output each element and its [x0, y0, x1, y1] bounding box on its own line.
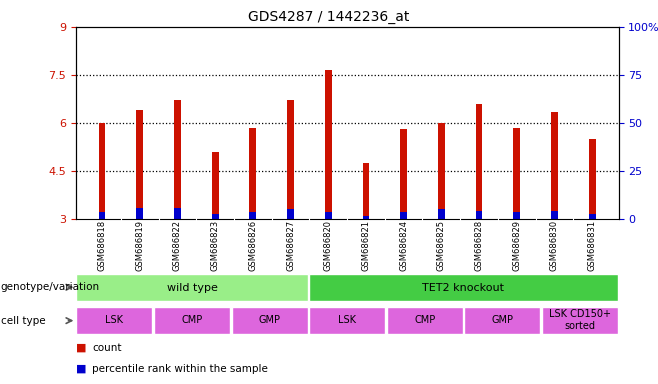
- Text: GSM686828: GSM686828: [474, 220, 484, 271]
- Text: GSM686821: GSM686821: [361, 220, 370, 271]
- Bar: [99, 212, 105, 219]
- Bar: [174, 101, 181, 219]
- Bar: [438, 209, 445, 219]
- Text: LSK CD150+
sorted: LSK CD150+ sorted: [549, 310, 611, 331]
- Bar: [212, 214, 218, 219]
- Bar: [551, 211, 558, 219]
- Text: LSK: LSK: [105, 315, 124, 325]
- Bar: [589, 214, 595, 219]
- Bar: [387, 307, 463, 334]
- Bar: [76, 307, 153, 334]
- Text: genotype/variation: genotype/variation: [1, 282, 100, 292]
- Text: GSM686824: GSM686824: [399, 220, 408, 271]
- Text: CMP: CMP: [182, 315, 203, 325]
- Text: GSM686820: GSM686820: [324, 220, 333, 271]
- Bar: [325, 212, 332, 219]
- Text: LSK: LSK: [338, 315, 356, 325]
- Bar: [513, 212, 520, 219]
- Bar: [513, 127, 520, 219]
- Bar: [287, 209, 294, 219]
- Bar: [325, 70, 332, 219]
- Text: GSM686826: GSM686826: [248, 220, 257, 271]
- Text: GSM686830: GSM686830: [550, 220, 559, 271]
- Bar: [287, 101, 294, 219]
- Bar: [249, 127, 256, 219]
- Bar: [400, 212, 407, 219]
- Bar: [212, 152, 218, 219]
- Text: GMP: GMP: [259, 315, 280, 325]
- Bar: [309, 274, 618, 301]
- Bar: [136, 110, 143, 219]
- Text: cell type: cell type: [1, 316, 45, 326]
- Bar: [232, 307, 307, 334]
- Bar: [174, 208, 181, 219]
- Text: GSM686822: GSM686822: [173, 220, 182, 271]
- Text: GSM686829: GSM686829: [512, 220, 521, 271]
- Text: wild type: wild type: [166, 283, 217, 293]
- Text: GSM686825: GSM686825: [437, 220, 446, 271]
- Bar: [136, 208, 143, 219]
- Bar: [363, 163, 369, 219]
- Text: GSM686827: GSM686827: [286, 220, 295, 271]
- Text: ■: ■: [76, 364, 86, 374]
- Bar: [154, 307, 230, 334]
- Bar: [551, 112, 558, 219]
- Bar: [363, 216, 369, 219]
- Bar: [464, 307, 540, 334]
- Text: TET2 knockout: TET2 knockout: [422, 283, 505, 293]
- Bar: [589, 139, 595, 219]
- Text: percentile rank within the sample: percentile rank within the sample: [92, 364, 268, 374]
- Bar: [249, 212, 256, 219]
- Bar: [309, 307, 385, 334]
- Text: GSM686818: GSM686818: [97, 220, 107, 271]
- Text: GSM686819: GSM686819: [136, 220, 144, 271]
- Bar: [99, 123, 105, 219]
- Bar: [476, 211, 482, 219]
- Bar: [542, 307, 618, 334]
- Text: GSM686823: GSM686823: [211, 220, 220, 271]
- Text: ■: ■: [76, 343, 86, 353]
- Text: CMP: CMP: [414, 315, 436, 325]
- Bar: [76, 274, 307, 301]
- Bar: [438, 123, 445, 219]
- Bar: [400, 129, 407, 219]
- Text: GSM686831: GSM686831: [588, 220, 597, 271]
- Text: GMP: GMP: [491, 315, 513, 325]
- Text: GDS4287 / 1442236_at: GDS4287 / 1442236_at: [248, 10, 410, 23]
- Bar: [476, 104, 482, 219]
- Text: count: count: [92, 343, 122, 353]
